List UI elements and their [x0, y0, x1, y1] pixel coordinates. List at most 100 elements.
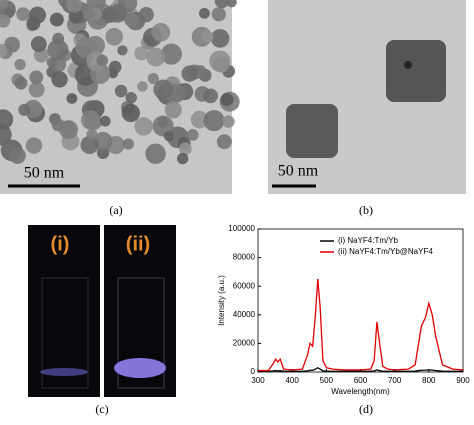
- particle: [145, 143, 166, 164]
- particle: [0, 43, 8, 58]
- particle: [138, 6, 154, 23]
- particle: [46, 57, 57, 68]
- particle: [226, 0, 237, 8]
- y-tick-label: 0: [251, 367, 256, 376]
- particle: [18, 103, 31, 117]
- particle: [52, 32, 65, 45]
- particle: [14, 58, 26, 71]
- particle: [134, 117, 153, 136]
- x-tick-label: 400: [285, 376, 299, 385]
- x-tick-label: 500: [320, 376, 334, 385]
- particle: [160, 43, 182, 65]
- y-tick-label: 60000: [233, 281, 256, 290]
- particle: [9, 147, 26, 164]
- cube-1: [386, 40, 446, 102]
- particle: [29, 70, 44, 85]
- particle: [137, 81, 148, 92]
- cube-spot: [404, 61, 412, 69]
- particle: [211, 7, 226, 22]
- particle: [124, 12, 139, 28]
- particle: [59, 120, 79, 140]
- panel-label: (a): [109, 203, 122, 217]
- particle: [178, 142, 192, 156]
- x-tick-label: 600: [354, 376, 368, 385]
- particle: [146, 47, 166, 67]
- particle: [28, 81, 45, 98]
- particle: [157, 117, 169, 129]
- y-axis-label: Intensity (a.u.): [217, 275, 226, 326]
- particle: [163, 130, 175, 142]
- particle: [28, 6, 46, 24]
- particle: [86, 0, 106, 11]
- panel-label: (d): [359, 402, 373, 416]
- particle: [216, 134, 232, 150]
- particle: [153, 79, 174, 100]
- y-tick-label: 100000: [228, 224, 255, 233]
- particle: [203, 110, 225, 132]
- particle: [83, 8, 95, 20]
- vial-label: (ii): [126, 233, 150, 255]
- particle: [68, 8, 84, 24]
- particle: [109, 3, 128, 22]
- particle: [213, 56, 230, 73]
- x-tick-label: 900: [456, 376, 470, 385]
- particle: [186, 129, 199, 141]
- particle: [25, 137, 43, 154]
- particles-a: [0, 0, 240, 165]
- x-tick-label: 300: [251, 376, 265, 385]
- particle: [114, 84, 128, 98]
- particle: [86, 128, 98, 141]
- particle: [0, 109, 14, 130]
- particle: [105, 28, 123, 46]
- panel-label: (b): [359, 203, 373, 217]
- particle: [220, 93, 234, 107]
- legend-label: (i) NaYF4:Tm/Yb: [338, 236, 399, 245]
- y-tick-label: 20000: [233, 339, 256, 348]
- glow-ii: [114, 358, 166, 378]
- particle: [164, 101, 182, 119]
- x-axis-label: Wavelength(nm): [331, 387, 390, 396]
- particle: [66, 0, 83, 13]
- particle: [108, 60, 122, 74]
- vial-ii: [117, 277, 165, 389]
- particle: [122, 138, 135, 150]
- chart: 300 400 500 600 700 800 900 0 20000 40000 60000 800…: [217, 224, 470, 396]
- particle: [80, 135, 99, 155]
- scale-label-a: 50 nm: [24, 165, 65, 182]
- particle: [198, 7, 210, 19]
- particle: [151, 22, 171, 42]
- particle: [121, 103, 140, 123]
- particle: [176, 152, 189, 165]
- y-tick-label: 80000: [233, 253, 256, 262]
- particle: [0, 13, 11, 28]
- particle: [210, 29, 230, 48]
- series-line: [258, 366, 463, 372]
- vial-i: [41, 277, 89, 389]
- particle: [222, 115, 235, 128]
- particle: [51, 71, 68, 88]
- particle: [47, 39, 69, 61]
- particle: [30, 36, 47, 53]
- vial-label: (i): [51, 233, 70, 255]
- cube-2: [286, 104, 338, 158]
- particle: [117, 45, 128, 56]
- particle: [125, 92, 137, 104]
- panel-label: (c): [95, 402, 108, 416]
- particle: [49, 12, 64, 27]
- particle: [66, 93, 78, 104]
- particle: [81, 110, 101, 130]
- y-tick-label: 40000: [233, 310, 256, 319]
- particle: [96, 54, 109, 67]
- particle: [214, 0, 230, 9]
- particle: [14, 76, 28, 90]
- particle: [201, 30, 214, 43]
- particle: [181, 65, 198, 82]
- series-line: [258, 278, 464, 372]
- x-tick-label: 700: [388, 376, 402, 385]
- x-tick-label: 800: [422, 376, 436, 385]
- particle: [134, 46, 149, 61]
- particle: [4, 36, 21, 53]
- legend-label: (ii) NaYF4:Tm/Yb@NaYF4: [338, 247, 433, 256]
- particle: [194, 65, 206, 77]
